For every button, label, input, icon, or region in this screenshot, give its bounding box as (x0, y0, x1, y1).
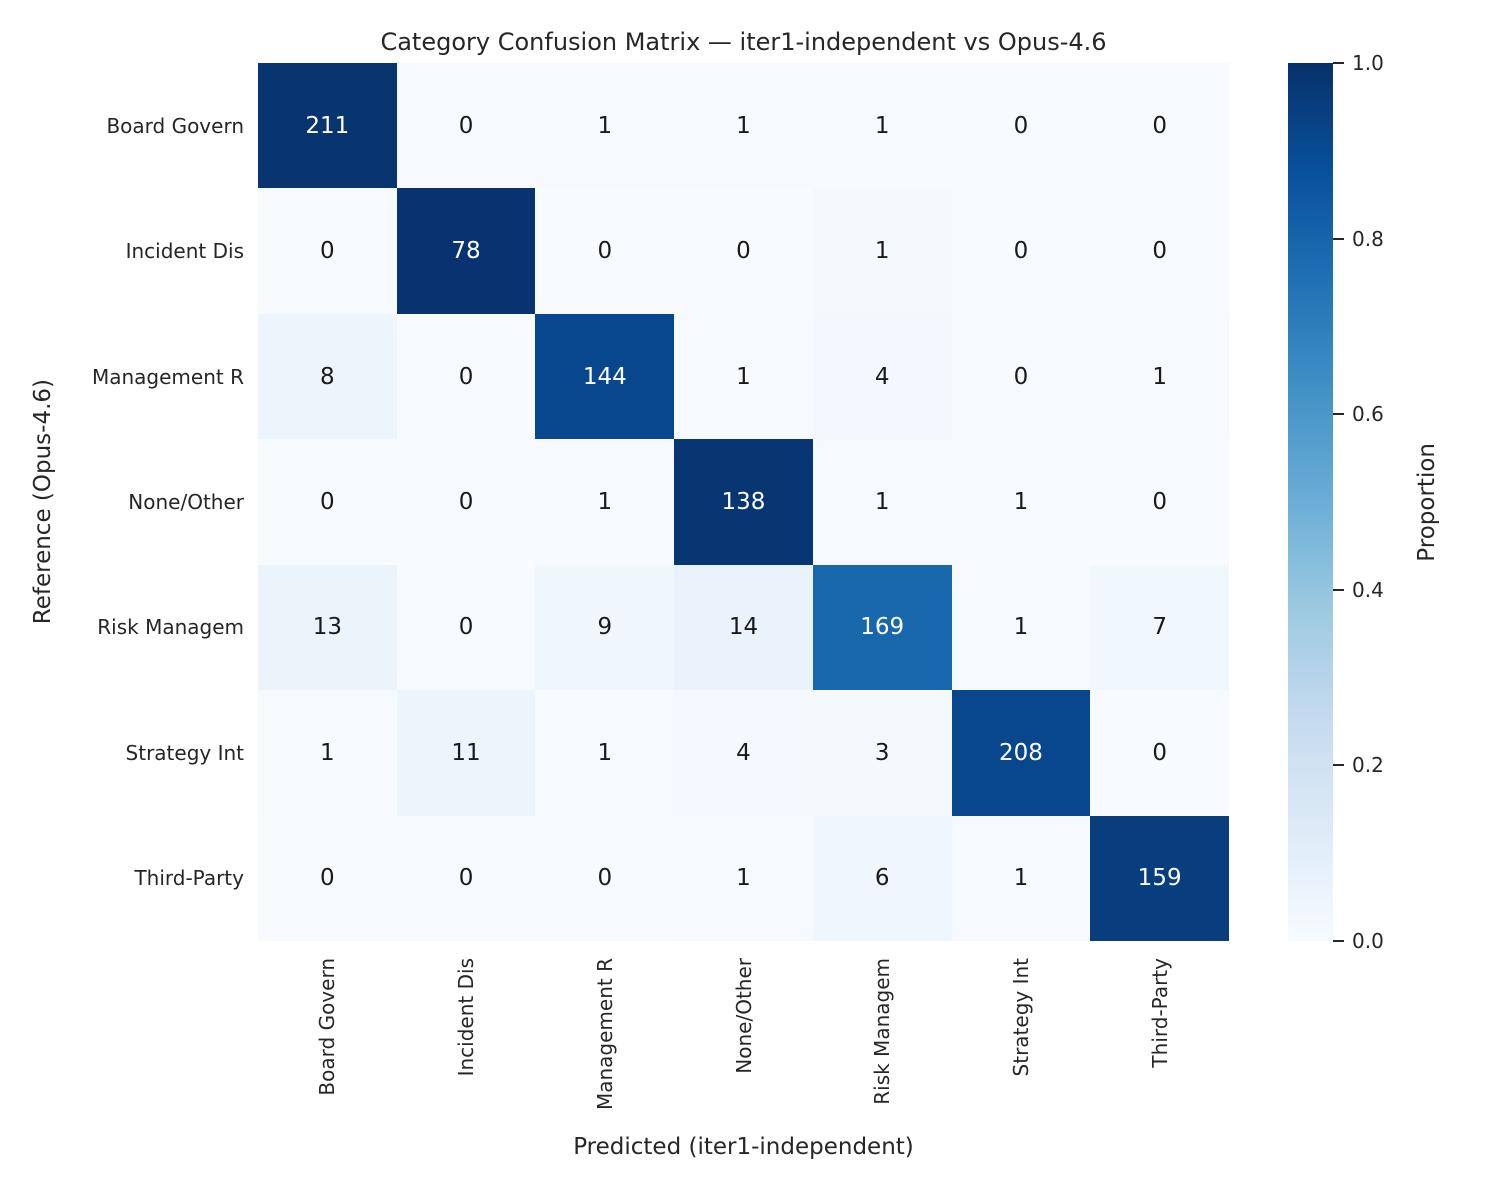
x-tick-label: Third-Party (1148, 958, 1172, 1068)
colorbar-tick-mark (1333, 764, 1344, 766)
heatmap-cell: 0 (951, 313, 1091, 440)
heatmap-cell: 159 (1090, 815, 1229, 941)
heatmap-cell: 78 (396, 188, 536, 314)
y-tick-label: Management R (91, 365, 244, 389)
heatmap-cell: 144 (535, 313, 675, 440)
heatmap-cell: 0 (396, 815, 536, 941)
y-tick-label: Strategy Int (125, 741, 244, 765)
heatmap-cell: 1 (812, 439, 952, 565)
colorbar-tick-label: 0.8 (1352, 227, 1384, 251)
colorbar-tick-mark (1333, 589, 1344, 591)
heatmap-cell: 0 (1090, 439, 1229, 565)
heatmap-cell: 0 (1090, 63, 1229, 189)
heatmap-cell: 138 (674, 439, 813, 565)
colorbar-tick-mark (1333, 62, 1344, 64)
heatmap-cell: 211 (258, 63, 397, 189)
x-axis-label: Predicted (iter1-independent) (573, 1134, 914, 1160)
heatmap-cell: 1 (674, 815, 813, 941)
heatmap-cell: 11 (396, 690, 536, 816)
heatmap-cell: 3 (812, 690, 952, 816)
y-tick-label: Risk Managem (97, 615, 244, 639)
y-tick-label: Third-Party (134, 866, 244, 890)
heatmap-cell: 1 (1090, 313, 1229, 440)
heatmap-cell: 0 (258, 815, 397, 941)
colorbar-label-wrap: Proportion (1414, 63, 1440, 941)
heatmap-cell: 0 (258, 439, 397, 565)
heatmap-cell: 6 (812, 815, 952, 941)
colorbar-label: Proportion (1414, 442, 1440, 562)
heatmap-cell: 0 (396, 564, 536, 691)
heatmap-cell: 1 (535, 439, 675, 565)
heatmap-cell: 0 (951, 63, 1091, 189)
colorbar-gradient (1288, 63, 1333, 941)
x-tick-label: Board Govern (315, 958, 339, 1096)
heatmap-cell: 9 (535, 564, 675, 691)
heatmap-cell: 0 (396, 63, 536, 189)
heatmap-cell: 14 (674, 564, 813, 691)
heatmap-cell: 0 (1090, 690, 1229, 816)
x-tick-label: Management R (593, 958, 617, 1111)
heatmap-cell: 0 (535, 188, 675, 314)
heatmap-cell: 169 (812, 564, 952, 691)
heatmap-cell: 1 (535, 690, 675, 816)
heatmap-cell: 1 (951, 564, 1091, 691)
heatmap-cell: 0 (396, 439, 536, 565)
heatmap-cell: 1 (951, 815, 1091, 941)
colorbar-tick-label: 1.0 (1352, 51, 1384, 75)
colorbar-tick-label: 0.2 (1352, 753, 1384, 777)
heatmap-cell: 13 (258, 564, 397, 691)
colorbar-tick-label: 0.6 (1352, 402, 1384, 426)
heatmap-cell: 0 (674, 188, 813, 314)
y-tick-label: Board Govern (106, 114, 244, 138)
heatmap-cell: 4 (812, 313, 952, 440)
heatmap-cell: 1 (258, 690, 397, 816)
heatmap-cell: 4 (674, 690, 813, 816)
heatmap-cell: 1 (812, 63, 952, 189)
colorbar-tick-label: 0.0 (1352, 929, 1384, 953)
chart-title: Category Confusion Matrix — iter1-indepe… (380, 28, 1107, 56)
colorbar-tick-mark (1333, 940, 1344, 942)
heatmap-cell: 7 (1090, 564, 1229, 691)
heatmap-cell: 8 (258, 313, 397, 440)
heatmap-cell: 1 (535, 63, 675, 189)
heatmap-cell: 208 (951, 690, 1091, 816)
heatmap-cell: 1 (674, 313, 813, 440)
y-tick-label: Incident Dis (125, 239, 244, 263)
x-tick-label: Incident Dis (454, 958, 478, 1077)
heatmap-cell: 0 (951, 188, 1091, 314)
heatmap-cell: 0 (535, 815, 675, 941)
heatmap-cell: 0 (1090, 188, 1229, 314)
colorbar-tick-label: 0.4 (1352, 578, 1384, 602)
heatmap-cell: 1 (951, 439, 1091, 565)
colorbar-tick-mark (1333, 238, 1344, 240)
x-tick-label: None/Other (732, 958, 756, 1074)
y-tick-label: None/Other (128, 490, 244, 514)
colorbar-tick-mark (1333, 413, 1344, 415)
heatmap-cell: 1 (674, 63, 813, 189)
heatmap-cell: 1 (812, 188, 952, 314)
x-tick-label: Risk Managem (870, 958, 894, 1105)
x-tick-label: Strategy Int (1009, 958, 1033, 1077)
heatmap-grid: 211 0 1 1 1 0 0 0 78 0 0 1 0 0 8 0 144 1 4 0 1 0 0 1 138 1 1 0 13 0 9 1… (258, 63, 1229, 941)
heatmap-cell: 0 (258, 188, 397, 314)
heatmap-cell: 0 (396, 313, 536, 440)
